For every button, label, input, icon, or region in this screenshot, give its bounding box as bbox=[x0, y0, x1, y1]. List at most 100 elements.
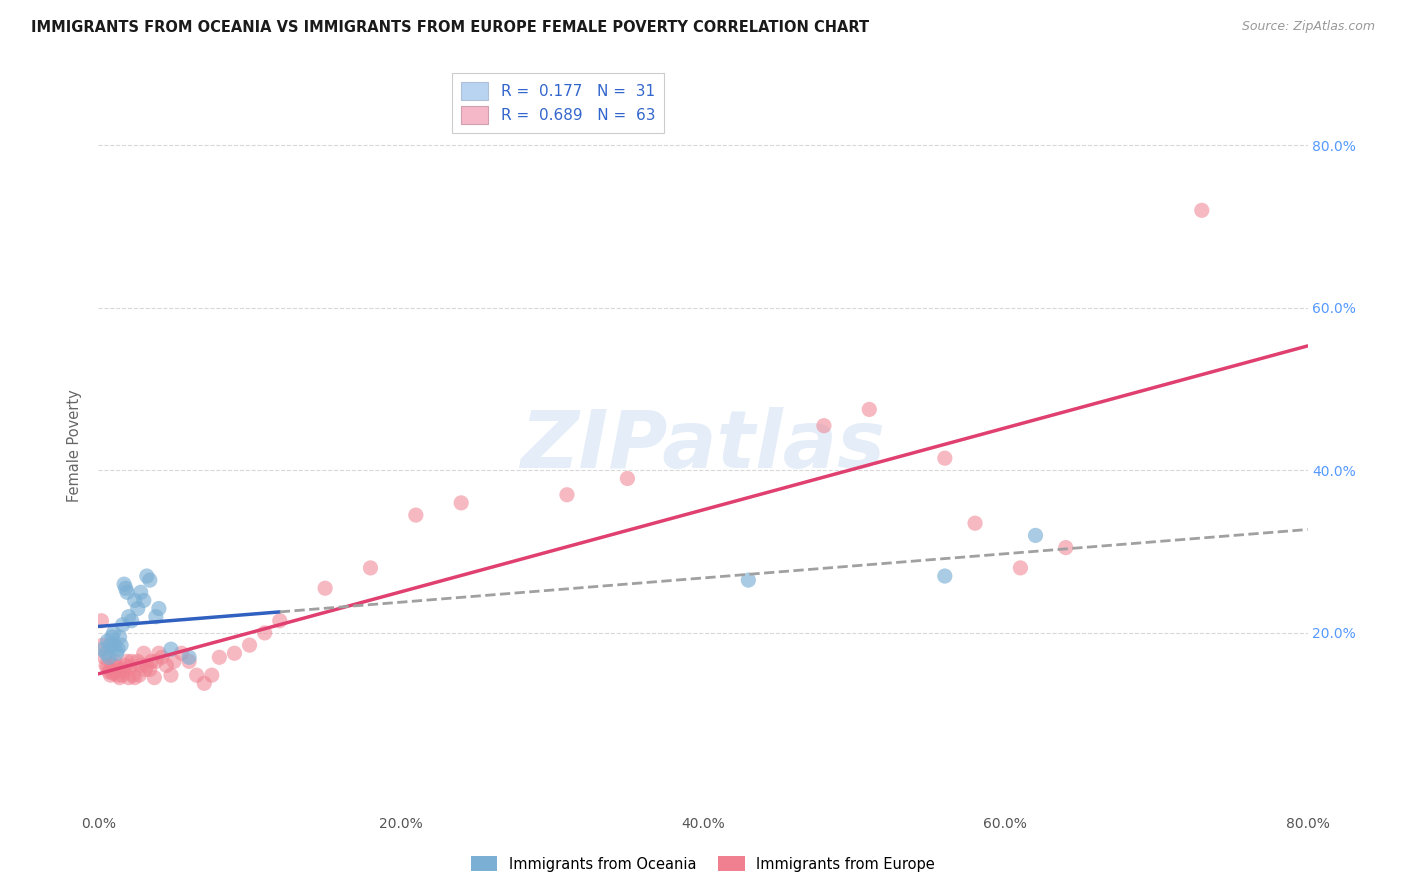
Point bbox=[105, 660, 128, 674]
Point bbox=[405, 508, 427, 522]
Point bbox=[91, 642, 114, 657]
Point bbox=[737, 573, 759, 587]
Point bbox=[186, 668, 208, 682]
Point bbox=[934, 569, 956, 583]
Point bbox=[150, 650, 173, 665]
Point bbox=[110, 663, 132, 677]
Point bbox=[91, 638, 114, 652]
Point bbox=[269, 614, 291, 628]
Point bbox=[139, 573, 162, 587]
Point bbox=[120, 660, 142, 674]
Point bbox=[103, 626, 125, 640]
Point bbox=[124, 593, 146, 607]
Text: IMMIGRANTS FROM OCEANIA VS IMMIGRANTS FROM EUROPE FEMALE POVERTY CORRELATION CHA: IMMIGRANTS FROM OCEANIA VS IMMIGRANTS FR… bbox=[31, 20, 869, 35]
Point bbox=[105, 646, 128, 660]
Point bbox=[98, 650, 121, 665]
Point bbox=[145, 654, 167, 668]
Point bbox=[115, 585, 138, 599]
Point bbox=[118, 671, 141, 685]
Point bbox=[108, 630, 131, 644]
Point bbox=[1054, 541, 1077, 555]
Point bbox=[124, 671, 146, 685]
Point bbox=[111, 668, 134, 682]
Point bbox=[1024, 528, 1046, 542]
Point bbox=[934, 451, 956, 466]
Point bbox=[141, 654, 163, 668]
Point bbox=[104, 638, 127, 652]
Point bbox=[148, 646, 170, 660]
Point bbox=[94, 658, 117, 673]
Text: Source: ZipAtlas.com: Source: ZipAtlas.com bbox=[1241, 20, 1375, 33]
Point bbox=[118, 609, 141, 624]
Point bbox=[101, 630, 124, 644]
Point bbox=[121, 614, 143, 628]
Point bbox=[98, 665, 121, 679]
Point bbox=[94, 646, 117, 660]
Point bbox=[128, 668, 150, 682]
Point bbox=[148, 601, 170, 615]
Y-axis label: Female Poverty: Female Poverty bbox=[67, 390, 83, 502]
Point bbox=[110, 638, 132, 652]
Point bbox=[208, 650, 231, 665]
Point bbox=[129, 585, 152, 599]
Point bbox=[127, 654, 149, 668]
Text: ZIPatlas: ZIPatlas bbox=[520, 407, 886, 485]
Point bbox=[170, 646, 193, 660]
Point bbox=[111, 617, 134, 632]
Point bbox=[90, 614, 112, 628]
Point bbox=[314, 581, 336, 595]
Point bbox=[1191, 203, 1213, 218]
Point bbox=[135, 658, 157, 673]
Point bbox=[139, 663, 162, 677]
Point bbox=[1010, 561, 1032, 575]
Point bbox=[103, 658, 125, 673]
Point bbox=[114, 658, 136, 673]
Point bbox=[143, 671, 166, 685]
Point bbox=[93, 650, 115, 665]
Point bbox=[160, 668, 183, 682]
Point bbox=[108, 671, 131, 685]
Point bbox=[122, 668, 145, 682]
Point bbox=[193, 676, 215, 690]
Point bbox=[100, 668, 122, 682]
Point bbox=[132, 593, 155, 607]
Point bbox=[224, 646, 246, 660]
Point bbox=[965, 516, 987, 531]
Point bbox=[135, 569, 157, 583]
Legend: R =  0.177   N =  31, R =  0.689   N =  63: R = 0.177 N = 31, R = 0.689 N = 63 bbox=[451, 73, 664, 133]
Point bbox=[155, 658, 177, 673]
Point bbox=[132, 646, 155, 660]
Point bbox=[96, 660, 118, 674]
Point bbox=[127, 601, 149, 615]
Point bbox=[253, 626, 276, 640]
Point bbox=[100, 638, 122, 652]
Point bbox=[145, 609, 167, 624]
Point bbox=[858, 402, 880, 417]
Point bbox=[555, 488, 578, 502]
Point bbox=[112, 665, 135, 679]
Point bbox=[100, 663, 122, 677]
Point bbox=[179, 654, 201, 668]
Point bbox=[103, 666, 125, 681]
Point bbox=[96, 634, 118, 648]
Point bbox=[813, 418, 835, 433]
Point bbox=[112, 577, 135, 591]
Point bbox=[121, 654, 143, 668]
Legend: Immigrants from Oceania, Immigrants from Europe: Immigrants from Oceania, Immigrants from… bbox=[465, 850, 941, 878]
Point bbox=[201, 668, 224, 682]
Point bbox=[115, 654, 138, 668]
Point bbox=[134, 663, 156, 677]
Point bbox=[160, 642, 183, 657]
Point bbox=[163, 654, 186, 668]
Point bbox=[107, 668, 129, 682]
Point bbox=[179, 650, 201, 665]
Point bbox=[129, 658, 152, 673]
Point bbox=[114, 581, 136, 595]
Point bbox=[104, 654, 127, 668]
Point bbox=[360, 561, 382, 575]
Point bbox=[239, 638, 262, 652]
Point bbox=[450, 496, 472, 510]
Point bbox=[101, 665, 124, 679]
Point bbox=[616, 471, 638, 485]
Point bbox=[107, 642, 129, 657]
